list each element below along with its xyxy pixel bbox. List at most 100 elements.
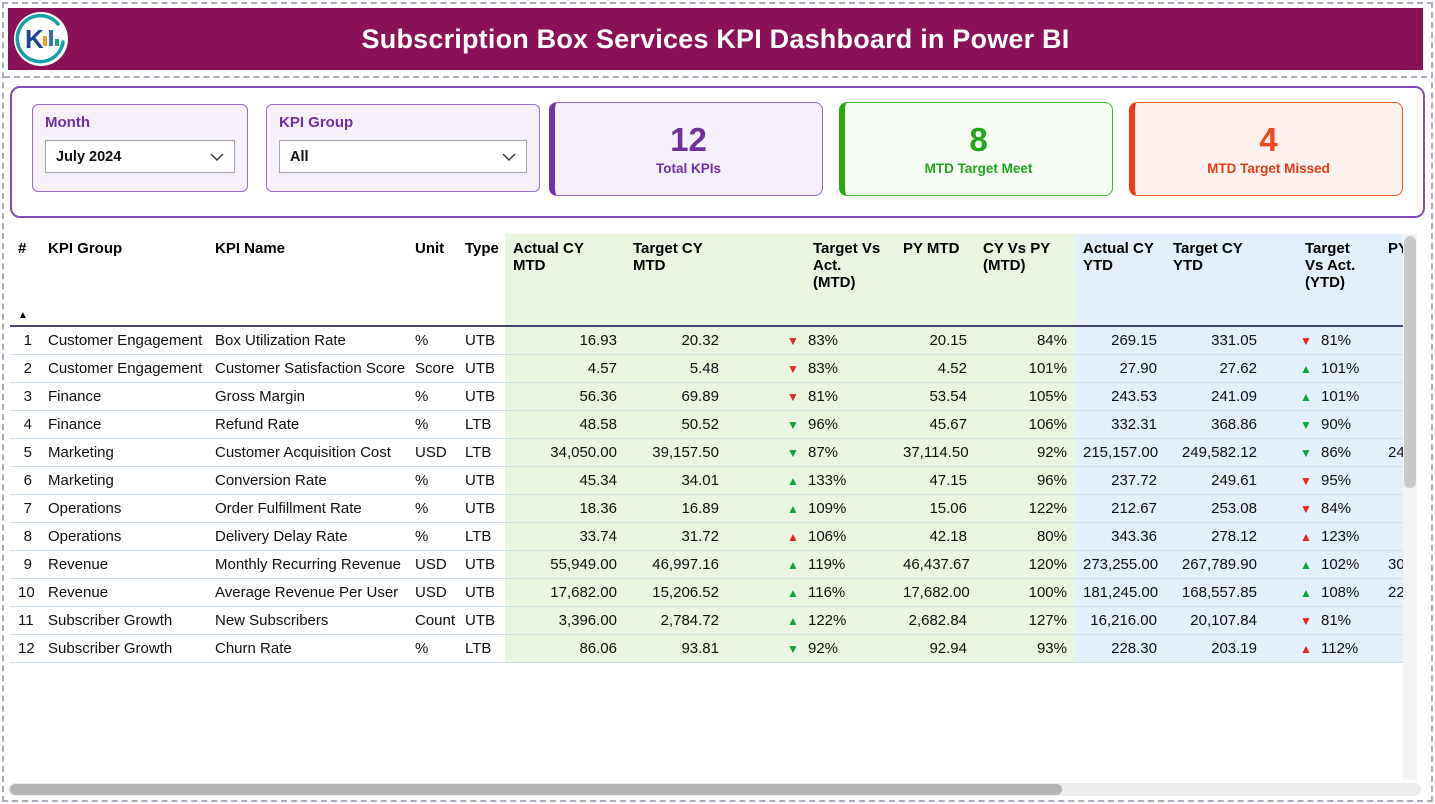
trend-percent: 86% bbox=[1321, 443, 1352, 461]
total-kpis-value: 12 bbox=[670, 120, 707, 158]
column-header-index[interactable]: # ▲ bbox=[18, 240, 28, 321]
cell-kpi-group: Marketing bbox=[48, 443, 114, 461]
table-row[interactable]: 2 Customer Engagement Customer Satisfact… bbox=[10, 354, 1404, 382]
logo-letter: K bbox=[25, 24, 44, 54]
mtd-target-meet-label: MTD Target Meet bbox=[924, 160, 1033, 176]
cell-target-cy-ytd: 368.86 bbox=[1165, 410, 1265, 438]
cell-unit: % bbox=[415, 415, 429, 433]
trend-arrow-icon: ▲ bbox=[787, 613, 799, 628]
cell-unit: % bbox=[415, 639, 429, 657]
cell-target-vs-act-ytd: ▲ 108% bbox=[1265, 578, 1380, 606]
column-header-actual-cy-ytd[interactable]: Actual CY YTD bbox=[1075, 234, 1165, 326]
cell-target-cy-ytd: 249,582.12 bbox=[1165, 438, 1265, 466]
cell-kpi-name: Order Fulfillment Rate bbox=[215, 499, 362, 517]
cell-kpi-name: New Subscribers bbox=[215, 611, 329, 629]
vertical-scrollbar[interactable] bbox=[1403, 234, 1417, 780]
cell-py-mtd: 46,437.67 bbox=[895, 550, 975, 578]
column-header-kpi-group[interactable]: KPI Group bbox=[48, 240, 123, 257]
table-row[interactable]: 8 Operations Delivery Delay Rate % LTB 3… bbox=[10, 522, 1404, 550]
table-row[interactable]: 10 Revenue Average Revenue Per User USD … bbox=[10, 578, 1404, 606]
chevron-down-icon bbox=[502, 148, 516, 166]
table-row[interactable]: 5 Marketing Customer Acquisition Cost US… bbox=[10, 438, 1404, 466]
cell-target-cy-ytd: 203.19 bbox=[1165, 634, 1265, 662]
column-header-target-vs-act-ytd[interactable]: Target Vs Act. (YTD) bbox=[1265, 234, 1380, 326]
cell-type: LTB bbox=[465, 415, 492, 433]
cell-cy-vs-py-mtd: 92% bbox=[975, 438, 1075, 466]
cell-index: 11 bbox=[18, 611, 34, 629]
table-row[interactable]: 7 Operations Order Fulfillment Rate % UT… bbox=[10, 494, 1404, 522]
month-slicer-label: Month bbox=[45, 114, 90, 131]
cell-py-mtd: 37,114.50 bbox=[895, 438, 975, 466]
vertical-scrollbar-thumb[interactable] bbox=[1404, 236, 1416, 488]
trend-arrow-icon: ▲ bbox=[787, 557, 799, 572]
kpi-group-dropdown[interactable]: All bbox=[279, 140, 527, 173]
cell-target-vs-act-mtd: ▼ 81% bbox=[727, 382, 895, 410]
table-row[interactable]: 4 Finance Refund Rate % LTB 48.58 50.52 … bbox=[10, 410, 1404, 438]
cell-index: 9 bbox=[23, 555, 32, 573]
cell-py-mtd: 42.18 bbox=[895, 522, 975, 550]
column-header-py-ytd[interactable]: PY bbox=[1380, 234, 1404, 326]
cell-index: 5 bbox=[23, 443, 32, 461]
cell-target-vs-act-mtd: ▲ 122% bbox=[727, 606, 895, 634]
column-header-unit[interactable]: Unit bbox=[415, 240, 445, 257]
cell-target-vs-act-ytd: ▼ 86% bbox=[1265, 438, 1380, 466]
cell-kpi-group: Operations bbox=[48, 527, 122, 545]
column-header-type[interactable]: Type bbox=[465, 240, 499, 257]
month-dropdown[interactable]: July 2024 bbox=[45, 140, 235, 173]
cell-kpi-group: Revenue bbox=[48, 583, 109, 601]
trend-percent: 87% bbox=[808, 443, 839, 461]
cell-actual-cy-mtd: 34,050.00 bbox=[505, 438, 625, 466]
cell-kpi-name: Customer Satisfaction Score bbox=[215, 359, 406, 377]
cell-target-vs-act-mtd: ▲ 109% bbox=[727, 494, 895, 522]
cell-target-cy-mtd: 31.72 bbox=[625, 522, 727, 550]
trend-arrow-icon: ▲ bbox=[1300, 389, 1312, 404]
horizontal-scrollbar[interactable] bbox=[8, 783, 1421, 796]
cell-target-cy-mtd: 69.89 bbox=[625, 382, 727, 410]
cell-actual-cy-mtd: 33.74 bbox=[505, 522, 625, 550]
cell-index: 8 bbox=[23, 527, 32, 545]
table-row[interactable]: 3 Finance Gross Margin % UTB 56.36 69.89… bbox=[10, 382, 1404, 410]
cell-actual-cy-mtd: 56.36 bbox=[505, 382, 625, 410]
cell-target-cy-mtd: 2,784.72 bbox=[625, 606, 727, 634]
trend-percent: 90% bbox=[1321, 415, 1352, 433]
column-header-target-cy-ytd[interactable]: Target CY YTD bbox=[1165, 234, 1265, 326]
table-row[interactable]: 12 Subscriber Growth Churn Rate % LTB 86… bbox=[10, 634, 1404, 662]
cell-kpi-group: Operations bbox=[48, 499, 122, 517]
column-header-actual-cy-mtd[interactable]: Actual CY MTD bbox=[505, 234, 625, 326]
table-row[interactable]: 6 Marketing Conversion Rate % UTB 45.34 … bbox=[10, 466, 1404, 494]
title-bar: K Subscription Box Services KPI Dashboar… bbox=[8, 8, 1423, 70]
trend-arrow-icon: ▲ bbox=[1300, 361, 1312, 376]
column-header-cy-vs-py-mtd[interactable]: CY Vs PY (MTD) bbox=[975, 234, 1075, 326]
cell-cy-vs-py-mtd: 127% bbox=[975, 606, 1075, 634]
cell-actual-cy-ytd: 215,157.00 bbox=[1075, 438, 1165, 466]
column-header-target-cy-mtd[interactable]: Target CY MTD bbox=[625, 234, 727, 326]
cell-target-vs-act-mtd: ▲ 133% bbox=[727, 466, 895, 494]
kpi-group-slicer-label: KPI Group bbox=[279, 114, 354, 131]
column-header-py-mtd[interactable]: PY MTD bbox=[895, 234, 975, 326]
cell-actual-cy-mtd: 17,682.00 bbox=[505, 578, 625, 606]
table-row[interactable]: 11 Subscriber Growth New Subscribers Cou… bbox=[10, 606, 1404, 634]
cell-cy-vs-py-mtd: 120% bbox=[975, 550, 1075, 578]
table-row[interactable]: 9 Revenue Monthly Recurring Revenue USD … bbox=[10, 550, 1404, 578]
cell-kpi-group: Marketing bbox=[48, 471, 114, 489]
column-header-kpi-name[interactable]: KPI Name bbox=[215, 240, 286, 257]
cell-cy-vs-py-mtd: 122% bbox=[975, 494, 1075, 522]
column-header-target-vs-act-mtd[interactable]: Target Vs Act. (MTD) bbox=[727, 234, 895, 326]
cell-target-vs-act-ytd: ▲ 101% bbox=[1265, 382, 1380, 410]
cell-target-cy-mtd: 15,206.52 bbox=[625, 578, 727, 606]
cell-actual-cy-ytd: 181,245.00 bbox=[1075, 578, 1165, 606]
horizontal-scrollbar-thumb[interactable] bbox=[10, 784, 1062, 795]
trend-arrow-icon: ▼ bbox=[787, 445, 799, 460]
trend-arrow-icon: ▲ bbox=[1300, 529, 1312, 544]
kpi-group-dropdown-value: All bbox=[290, 148, 309, 165]
trend-percent: 84% bbox=[1321, 499, 1352, 517]
cell-index: 6 bbox=[23, 471, 32, 489]
cell-py-ytd: 30 bbox=[1380, 550, 1404, 578]
table-row[interactable]: 1 Customer Engagement Box Utilization Ra… bbox=[10, 326, 1404, 354]
cell-kpi-name: Refund Rate bbox=[215, 415, 300, 433]
trend-arrow-icon: ▼ bbox=[1300, 445, 1312, 460]
logo-kpi-icon: K bbox=[15, 13, 67, 65]
cell-py-mtd: 2,682.84 bbox=[895, 606, 975, 634]
trend-percent: 122% bbox=[808, 611, 847, 629]
